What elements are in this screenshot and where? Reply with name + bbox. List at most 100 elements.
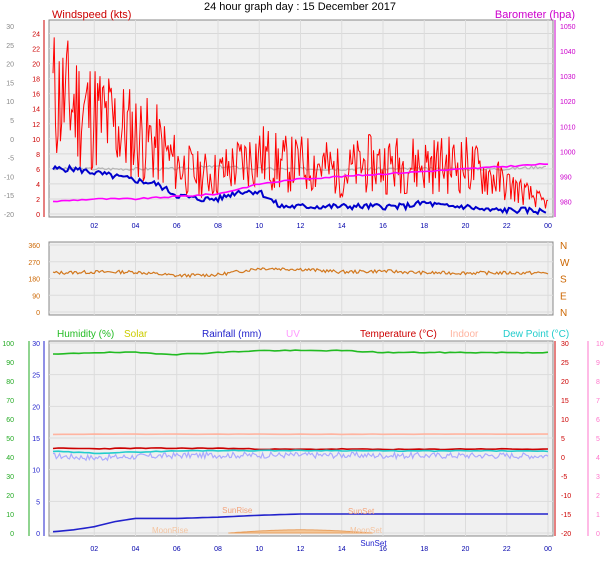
temperature-tick-label: -10 [561,493,571,500]
uv-tick-label: 0 [596,531,600,538]
time-tick-label: 02 [90,546,98,553]
windspeed-tick-label: 4 [36,182,40,189]
temperature-tick-label: 5 [561,436,565,443]
time-tick-label: 16 [379,223,387,230]
outer-tick-label: 0 [10,137,14,144]
annotation-label: MoonRise [152,526,189,535]
outer-tick-label: 5 [10,118,14,125]
time-tick-label: 22 [503,546,511,553]
time-tick-label: 04 [132,223,140,230]
time-tick-label: 20 [462,223,470,230]
uv-tick-label: 4 [596,455,600,462]
compass-tick-label: S [560,275,567,286]
annotation-label: SunSet [348,507,375,516]
outer-tick-label: -20 [4,212,14,219]
windspeed-tick-label: 20 [32,62,40,69]
legend-label: Rainfall (mm) [202,329,261,340]
time-tick-label: 08 [214,546,222,553]
uv-tick-label: 5 [596,436,600,443]
compass-tick-label: N [560,241,567,252]
temperature-tick-label: 0 [561,455,565,462]
temperature-tick-label: 15 [561,398,569,405]
direction-tick-label: 180 [28,277,40,284]
rainfall-tick-label: 15 [32,436,40,443]
humidity-tick-label: 60 [6,417,14,424]
time-tick-label: 06 [173,546,181,553]
time-tick-label: 04 [132,546,140,553]
direction-tick-label: 270 [28,260,40,267]
outer-tick-label: -5 [8,156,14,163]
legend-label: UV [286,329,300,340]
temperature-tick-label: 25 [561,360,569,367]
time-tick-label: 12 [297,223,305,230]
direction-tick-label: 360 [28,243,40,250]
outer-tick-label: 25 [6,43,14,50]
temperature-tick-label: 20 [561,379,569,386]
windspeed-tick-label: 16 [32,92,40,99]
humidity-tick-label: 0 [10,531,14,538]
barometer-tick-label: 1000 [560,149,576,156]
temperature-tick-label: 10 [561,417,569,424]
humidity-tick-label: 100 [2,341,14,348]
barometer-tick-label: 1040 [560,49,576,56]
windspeed-tick-label: 0 [36,212,40,219]
time-tick-label: 12 [297,546,305,553]
temperature-tick-label: -15 [561,512,571,519]
compass-tick-label: E [560,291,567,302]
annotation-label: MoonSet [350,526,383,535]
windspeed-axis-label: Windspeed (kts) [52,9,131,21]
windspeed-tick-label: 2 [36,197,40,204]
windspeed-tick-label: 18 [32,77,40,84]
humidity-tick-label: 30 [6,474,14,481]
windspeed-tick-label: 14 [32,107,40,114]
time-tick-label: 14 [338,546,346,553]
time-tick-label: 22 [503,223,511,230]
time-tick-label: 10 [255,546,263,553]
direction-tick-label: 90 [32,293,40,300]
humidity-tick-label: 10 [6,512,14,519]
barometer-tick-label: 1020 [560,99,576,106]
humidity-tick-label: 50 [6,436,14,443]
barometer-tick-label: 1010 [560,124,576,131]
windspeed-tick-label: 22 [32,47,40,54]
time-tick-label: 08 [214,223,222,230]
uv-tick-label: 3 [596,474,600,481]
outer-tick-label: 10 [6,99,14,106]
uv-tick-label: 6 [596,417,600,424]
time-tick-label: 18 [420,546,428,553]
time-tick-label: 18 [420,223,428,230]
legend-label: Indoor [450,329,479,340]
legend-label: Solar [124,329,148,340]
windspeed-tick-label: 12 [32,122,40,129]
humidity-tick-label: 40 [6,455,14,462]
outer-tick-label: 20 [6,62,14,69]
uv-tick-label: 1 [596,512,600,519]
outer-tick-label: 15 [6,80,14,87]
humidity-tick-label: 80 [6,379,14,386]
annotation-label: SunRise [222,506,253,515]
legend-label: Dew Point (°C) [503,329,569,340]
time-tick-label: 06 [173,223,181,230]
uv-tick-label: 9 [596,360,600,367]
time-tick-label: 20 [462,546,470,553]
windspeed-tick-label: 8 [36,152,40,159]
uv-tick-label: 2 [596,493,600,500]
chart-title: 24 hour graph day : 15 December 2017 [204,1,396,13]
uv-tick-label: 7 [596,398,600,405]
temperature-tick-label: 30 [561,341,569,348]
time-tick-label: 00 [544,546,552,553]
humidity-tick-label: 70 [6,398,14,405]
rainfall-tick-label: 5 [36,499,40,506]
barometer-tick-label: 1030 [560,74,576,81]
humidity-tick-label: 20 [6,493,14,500]
direction-tick-label: 0 [36,310,40,317]
outer-tick-label: -10 [4,174,14,181]
annotation-label: SunSet [360,539,387,548]
rainfall-tick-label: 10 [32,468,40,475]
compass-tick-label: W [560,258,570,269]
barometer-axis-label: Barometer (hpa) [495,9,575,21]
rainfall-tick-label: 20 [32,404,40,411]
barometer-tick-label: 1050 [560,24,576,31]
time-tick-label: 00 [544,223,552,230]
